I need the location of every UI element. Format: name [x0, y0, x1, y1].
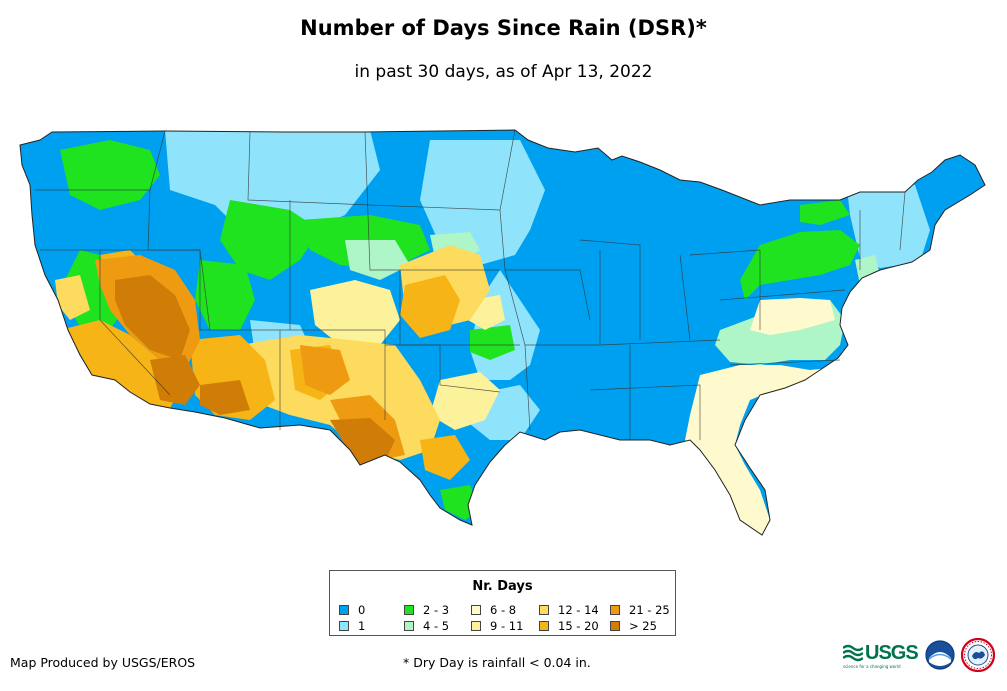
usgs-logo: USGS science for a changing world	[843, 642, 919, 669]
legend: Nr. Days 0 1 2 - 3 4 - 5 6 - 8 9 - 11 12 - 14 1…	[329, 570, 676, 636]
legend-swatch	[610, 621, 620, 631]
us-dsr-map	[19, 129, 986, 536]
legend-item: 15 - 20	[539, 619, 599, 633]
legend-label: 21 - 25	[629, 603, 670, 617]
legend-item: 4 - 5	[404, 619, 449, 633]
map-title: Number of Days Since Rain (DSR)*	[300, 16, 707, 40]
legend-label: 4 - 5	[423, 619, 450, 633]
legend-label: 12 - 14	[558, 603, 599, 617]
legend-label: > 25	[629, 619, 657, 633]
legend-label: 9 - 11	[490, 619, 524, 633]
legend-swatch	[610, 605, 620, 615]
legend-item: > 25	[610, 619, 657, 633]
legend-swatch	[471, 605, 481, 615]
legend-swatch	[339, 605, 349, 615]
legend-item: 6 - 8	[471, 603, 516, 617]
map-credit: Map Produced by USGS/EROS	[10, 655, 196, 670]
legend-item: 1	[339, 619, 365, 633]
noaa-logo-icon	[925, 640, 955, 670]
legend-item: 12 - 14	[539, 603, 599, 617]
usgs-wordmark: USGS	[865, 642, 919, 664]
nws-logo-icon	[961, 638, 995, 672]
legend-label: 0	[358, 603, 366, 617]
footnote: * Dry Day is rainfall < 0.04 in.	[403, 655, 591, 670]
legend-label: 6 - 8	[490, 603, 517, 617]
legend-label: 15 - 20	[558, 619, 599, 633]
legend-swatch	[539, 621, 549, 631]
legend-item: 9 - 11	[471, 619, 523, 633]
legend-title: Nr. Days	[472, 579, 533, 594]
legend-swatch	[404, 605, 414, 615]
legend-swatch	[339, 621, 349, 631]
legend-swatch	[471, 621, 481, 631]
legend-label: 2 - 3	[423, 603, 450, 617]
legend-swatch	[404, 621, 414, 631]
legend-label: 1	[358, 619, 366, 633]
map-subtitle: in past 30 days, as of Apr 13, 2022	[354, 62, 653, 82]
legend-item: 21 - 25	[610, 603, 670, 617]
usgs-tagline: science for a changing world	[843, 664, 901, 669]
legend-swatch	[539, 605, 549, 615]
legend-item: 0	[339, 603, 365, 617]
legend-item: 2 - 3	[404, 603, 449, 617]
usgs-waves-icon	[843, 644, 863, 662]
